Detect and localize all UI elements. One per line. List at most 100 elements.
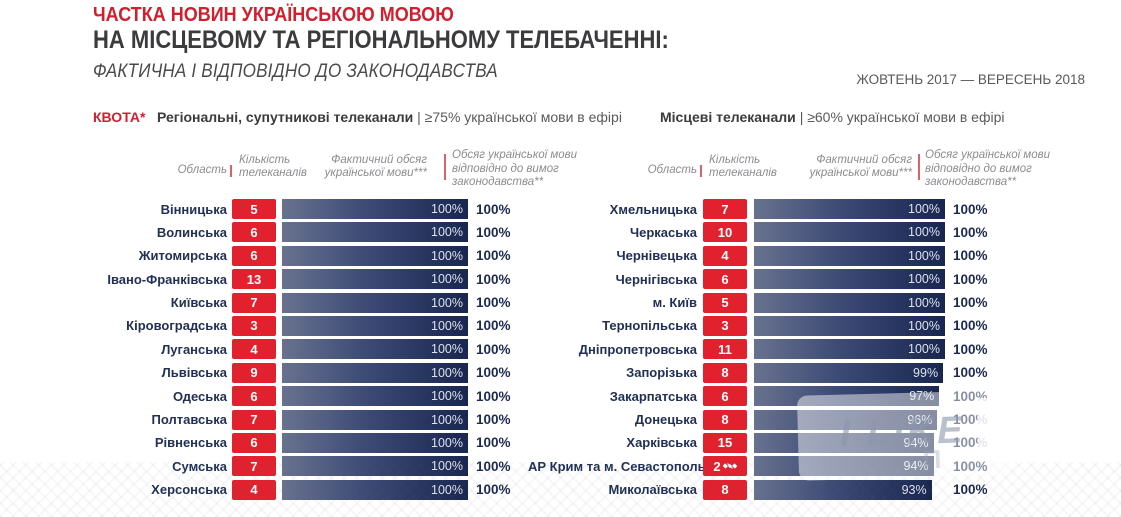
actual-share-value: 100% xyxy=(431,318,463,333)
region-label: Запорізька xyxy=(626,365,697,381)
channel-count: 6 xyxy=(250,388,258,404)
region-label: Херсонська xyxy=(151,482,227,498)
bar-track: 96% xyxy=(754,409,945,430)
actual-share-value: 100% xyxy=(908,272,940,287)
actual-share-value: 100% xyxy=(908,295,940,310)
watermark-shape xyxy=(977,397,1005,461)
channel-count: 7 xyxy=(250,412,258,428)
channel-count: 13 xyxy=(246,271,262,287)
bar-track: 100% xyxy=(282,456,468,477)
table-row: Івано-Франківська 13 100% 100% xyxy=(93,269,523,290)
bar-track: 100% xyxy=(754,315,945,336)
actual-share-bar: 100% xyxy=(282,386,468,407)
channel-count: 6 xyxy=(250,435,258,451)
channel-count: 7 xyxy=(250,295,258,311)
satellite-icon xyxy=(722,463,737,470)
actual-share-value: 96% xyxy=(907,412,933,427)
law-share-value: 100% xyxy=(476,224,511,240)
region-label: АР Крим та м. Севастополь xyxy=(528,458,706,474)
region-label: Луганська xyxy=(161,341,227,357)
actual-share-bar: 97% xyxy=(754,386,940,407)
law-share-value: 100% xyxy=(476,365,511,381)
law-share-value: 100% xyxy=(953,365,988,381)
law-share-value: 100% xyxy=(476,318,511,334)
channel-count-badge: 7 xyxy=(703,199,747,219)
law-share-value: 100% xyxy=(476,412,511,428)
table-row: м. Київ 5 100% 100% xyxy=(528,292,1028,313)
actual-share-bar: 100% xyxy=(754,339,945,360)
actual-share-bar: 100% xyxy=(754,315,945,336)
actual-share-value: 94% xyxy=(903,459,929,474)
actual-share-value: 100% xyxy=(431,295,463,310)
channel-count-badge: 8 xyxy=(703,479,747,500)
actual-share-bar: 100% xyxy=(282,222,468,243)
channel-count: 6 xyxy=(250,224,258,240)
bar-track: 99% xyxy=(754,362,945,383)
column-header-law: Обсяг української мови відповідно до вим… xyxy=(452,149,578,189)
channel-count-badge: 6 xyxy=(232,432,276,453)
channel-count-badge: 2 xyxy=(703,456,747,477)
channel-count: 9 xyxy=(250,365,258,381)
channel-count: 3 xyxy=(250,318,258,334)
actual-share-value: 100% xyxy=(431,412,463,427)
region-label: Київська xyxy=(170,295,227,311)
quota-local: Місцеві телеканали | ≥60% української мо… xyxy=(660,109,1004,125)
channel-count-badge: 4 xyxy=(232,339,276,360)
law-share-value: 100% xyxy=(953,341,988,357)
channel-count: 8 xyxy=(721,482,729,498)
region-label: Одеська xyxy=(172,388,227,404)
law-share-value: 100% xyxy=(476,458,511,474)
region-label: Миколаївська xyxy=(608,482,697,498)
law-share-value: 100% xyxy=(476,201,511,217)
actual-share-bar: 94% xyxy=(754,432,934,453)
channel-count: 2 xyxy=(713,458,721,474)
law-share-value: 100% xyxy=(953,224,988,240)
actual-share-bar: 100% xyxy=(282,292,468,313)
region-label: Житомирська xyxy=(138,248,227,264)
region-label: Тернопільська xyxy=(602,318,697,334)
actual-share-value: 100% xyxy=(908,318,940,333)
channel-count: 4 xyxy=(250,482,258,498)
actual-share-value: 100% xyxy=(908,342,940,357)
watermark: I LIKE П xyxy=(796,390,1014,481)
table-row: Дніпропетровська 11 100% 100% xyxy=(528,339,1028,360)
channel-count-badge: 7 xyxy=(232,409,276,430)
bar-track: 100% xyxy=(754,269,945,290)
law-share-value: 100% xyxy=(476,271,511,287)
actual-share-value: 100% xyxy=(431,389,463,404)
table-row: Миколаївська 8 93% 100% xyxy=(528,479,1028,500)
table-row: Львівська 9 100% 100% xyxy=(93,362,523,383)
region-label: Волинська xyxy=(156,224,227,240)
law-share-value: 100% xyxy=(476,295,511,311)
quota-regional: Регіональні, супутникові телеканали | ≥7… xyxy=(157,109,622,125)
column-header-channels: Кількість телеканалів xyxy=(239,153,307,180)
channel-count: 8 xyxy=(721,412,729,428)
law-share-value: 100% xyxy=(953,248,988,264)
bar-track: 100% xyxy=(282,269,468,290)
table-row: Полтавська 7 100% 100% xyxy=(93,409,523,430)
channel-count-badge: 4 xyxy=(703,245,747,266)
actual-share-bar: 96% xyxy=(754,409,938,430)
region-label: Харківська xyxy=(626,435,697,451)
bar-track: 100% xyxy=(282,315,468,336)
column-separator xyxy=(700,165,702,177)
bar-track: 100% xyxy=(282,222,468,243)
region-label: Закарпатська xyxy=(609,388,697,404)
actual-share-bar: 100% xyxy=(754,269,945,290)
bar-track: 100% xyxy=(282,292,468,313)
channel-count-badge: 6 xyxy=(232,386,276,407)
actual-share-bar: 100% xyxy=(754,292,945,313)
law-share-value: 100% xyxy=(476,435,511,451)
actual-share-value: 100% xyxy=(431,459,463,474)
actual-share-value: 100% xyxy=(431,435,463,450)
bar-track: 94% xyxy=(754,432,945,453)
actual-share-bar: 100% xyxy=(282,199,468,219)
column-header-actual: Фактичний обсяг української мови*** xyxy=(809,153,912,180)
law-share-value: 100% xyxy=(953,271,988,287)
table-local: Область Кількість телеканалів Фактичний … xyxy=(528,146,1050,500)
actual-share-bar: 100% xyxy=(282,245,468,266)
bar-track: 100% xyxy=(282,386,468,407)
channel-count: 3 xyxy=(721,318,729,334)
column-separator xyxy=(444,154,446,180)
